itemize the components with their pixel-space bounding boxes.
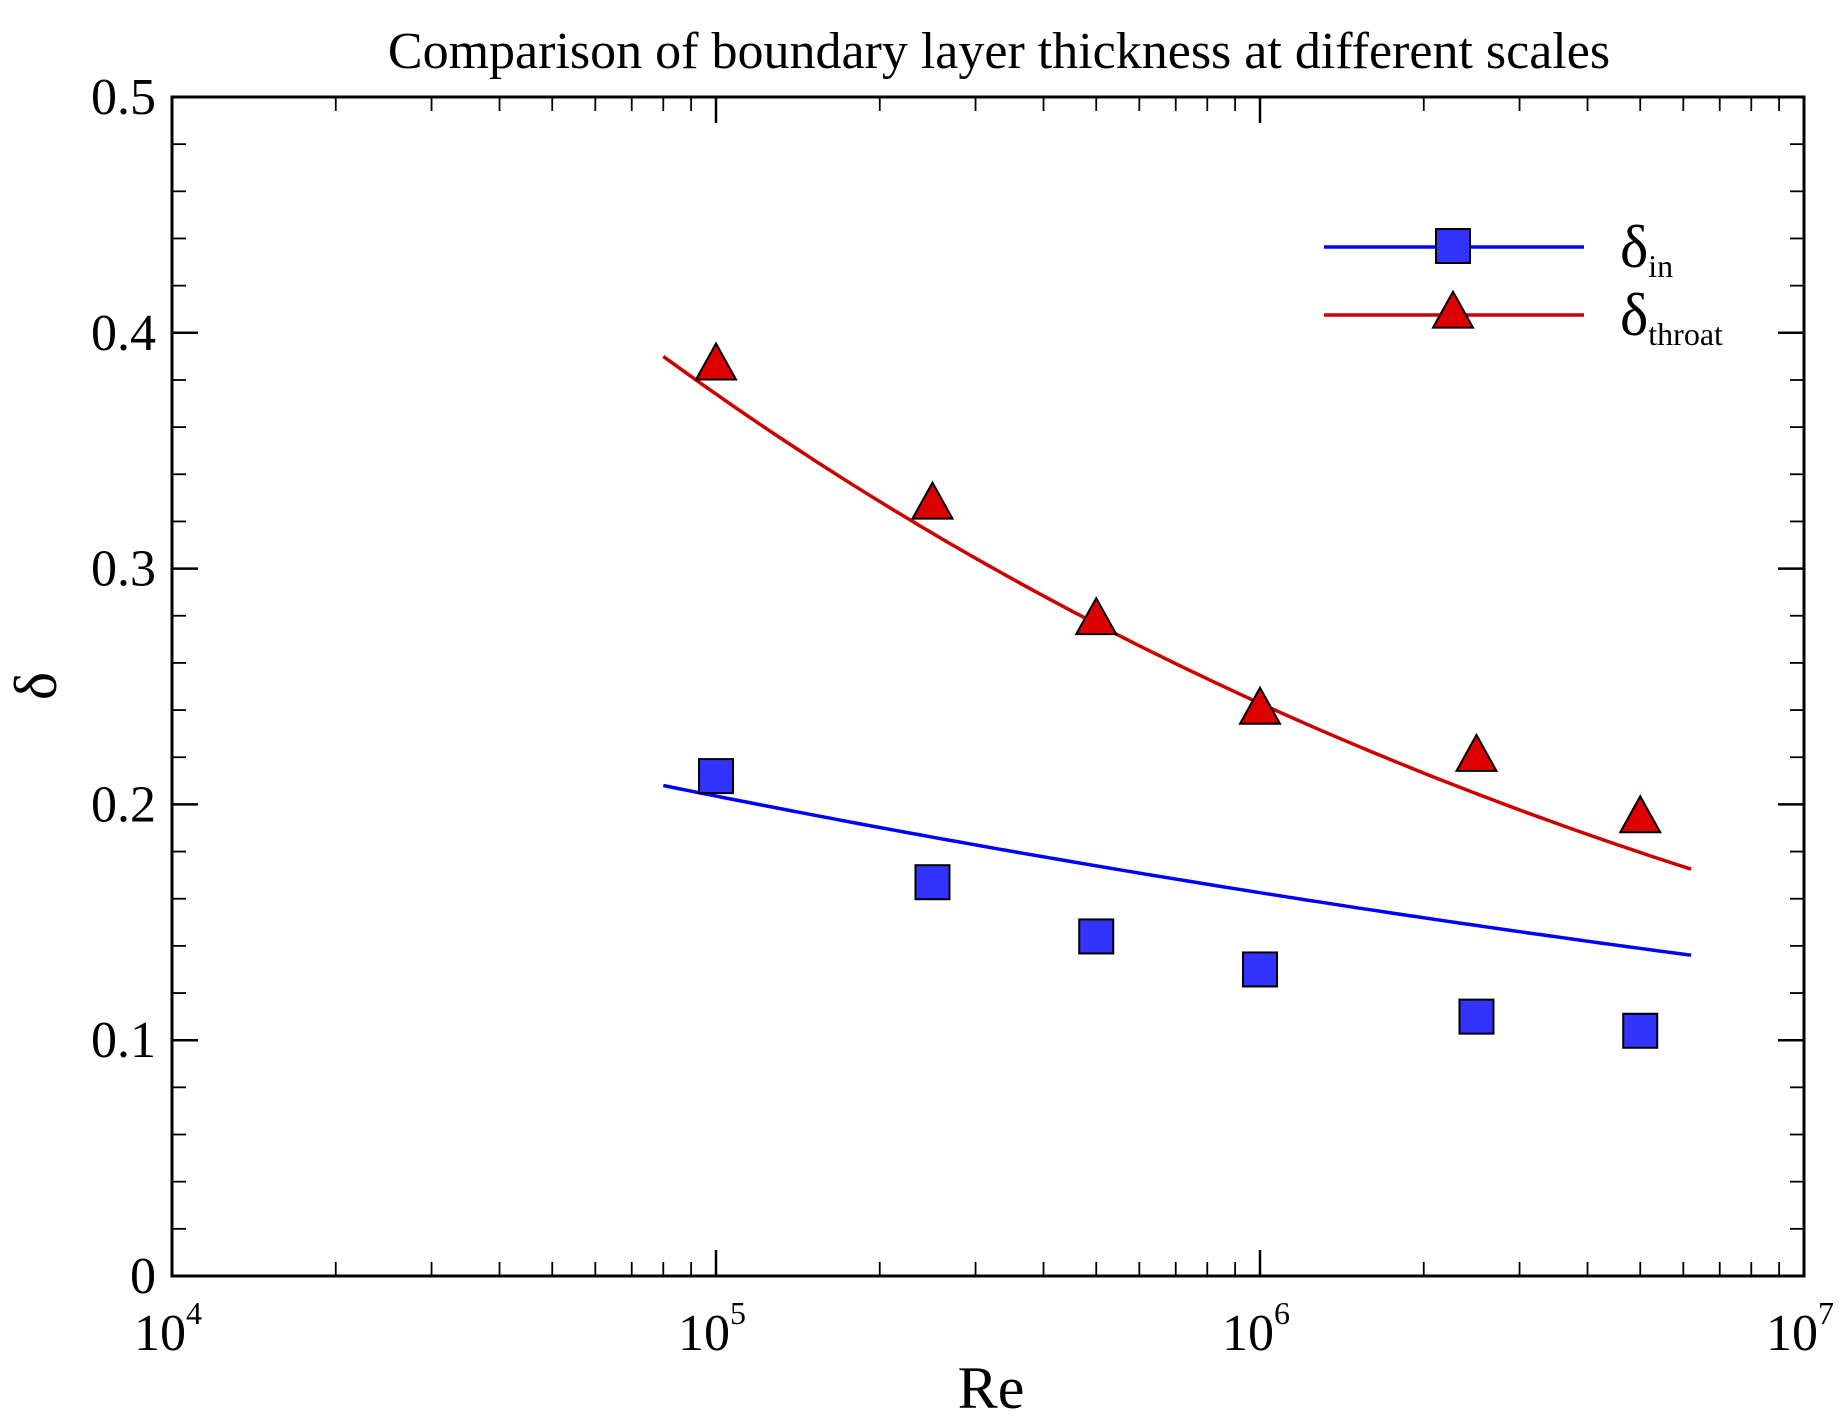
x-tick-labels: 104 105 106 107 [134,1295,1834,1362]
minor-ticks [172,97,1804,1276]
fit-lines [662,354,1692,957]
y-tick-label: 0.3 [91,541,156,598]
x-tick-label: 105 [678,1295,746,1362]
y-tick-label: 0.2 [91,776,156,833]
data-point-throat [1238,685,1282,725]
x-tick-label: 104 [134,1295,202,1362]
data-point-in [1458,998,1495,1035]
markers [694,341,1662,1049]
data-point-in [1078,918,1115,955]
data-point-throat [694,341,738,381]
data-point-in [1242,951,1278,988]
x-tick-label: 107 [1766,1295,1834,1362]
data-point-throat [1074,596,1118,636]
y-tick-label: 0.1 [91,1012,156,1069]
y-tick-label: 0.4 [91,305,156,362]
y-tick-label: 0 [130,1248,156,1305]
x-axis-label: Re [958,1355,1025,1415]
y-tick-label: 0.5 [91,69,156,126]
data-point-throat [910,480,955,520]
y-axis-label: δ [3,672,69,700]
legend-marker-throat [1431,289,1475,329]
data-point-in [698,758,734,795]
plot-frame [170,95,1806,1278]
major-ticks [170,95,1806,1278]
fit-line-in [662,783,1692,957]
data-point-throat [1618,794,1662,834]
data-point-in [914,864,951,901]
legend-marker-in [1435,228,1471,264]
legend-label-in: δin [1620,214,1673,284]
chart-title: Comparison of boundary layer thickness a… [388,23,1610,80]
legend-label-throat: δthroat [1620,282,1723,352]
data-point-in [1622,1012,1659,1049]
data-point-throat [1454,732,1499,772]
x-tick-label: 106 [1222,1295,1290,1362]
fit-line-throat [662,354,1692,871]
y-tick-labels: 0 0.1 0.2 0.3 0.4 0.5 [91,69,156,1305]
